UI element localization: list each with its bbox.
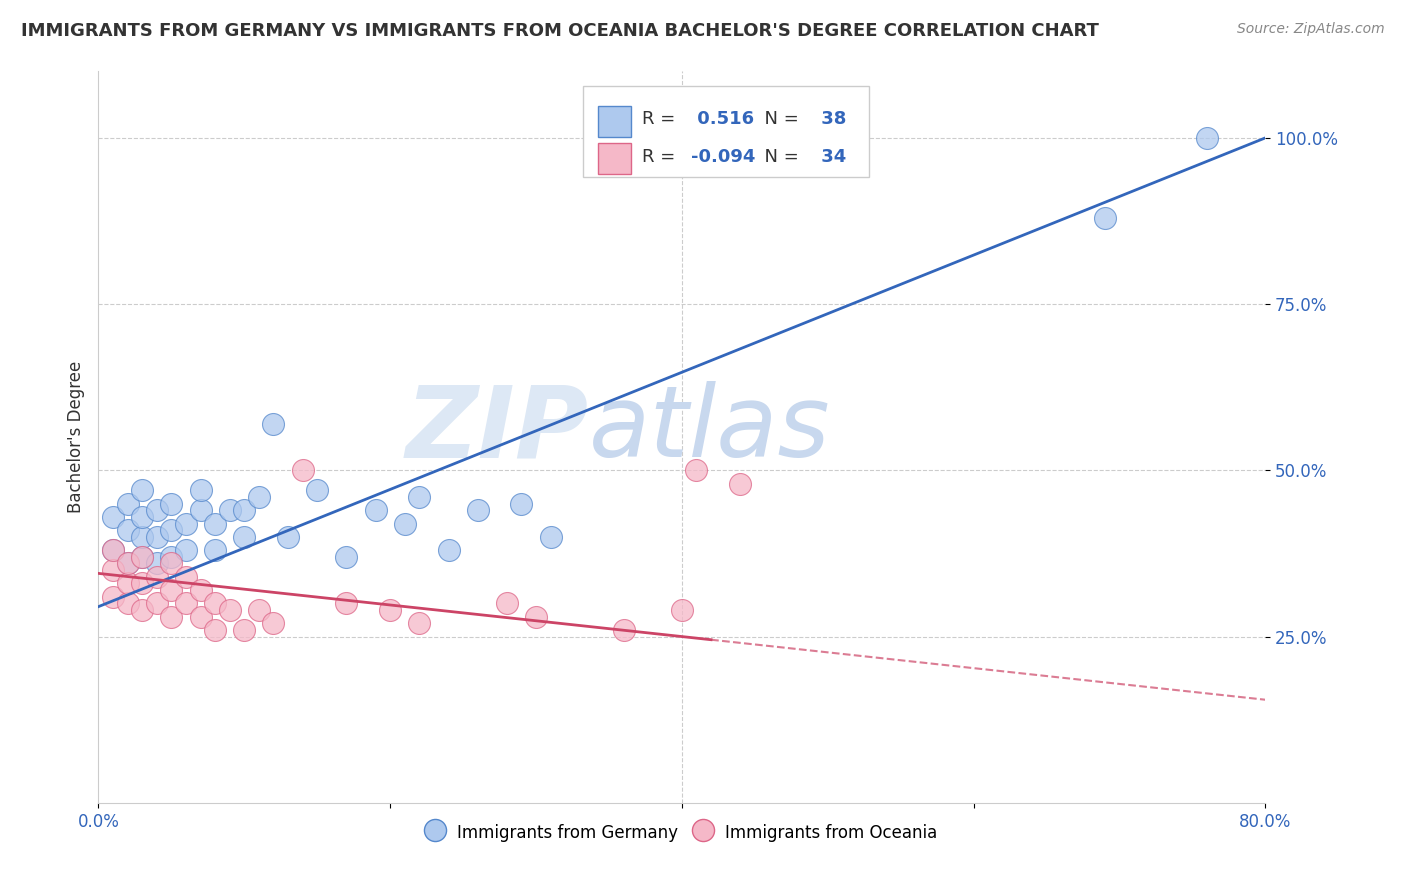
Point — [146, 530, 169, 544]
Point — [160, 549, 183, 564]
Point — [685, 463, 707, 477]
Text: ZIP: ZIP — [405, 381, 589, 478]
Point — [218, 503, 240, 517]
Point — [146, 596, 169, 610]
Point — [101, 590, 124, 604]
FancyBboxPatch shape — [598, 144, 630, 174]
Point — [131, 576, 153, 591]
Point — [540, 530, 562, 544]
Y-axis label: Bachelor's Degree: Bachelor's Degree — [66, 361, 84, 513]
Point — [364, 503, 387, 517]
Point — [146, 503, 169, 517]
Point — [394, 516, 416, 531]
Point — [204, 543, 226, 558]
Point — [160, 557, 183, 571]
Point — [131, 549, 153, 564]
Point — [190, 582, 212, 597]
Point — [131, 603, 153, 617]
Point — [247, 490, 270, 504]
Point — [467, 503, 489, 517]
Point — [190, 503, 212, 517]
Point — [160, 609, 183, 624]
Point — [117, 596, 139, 610]
Text: IMMIGRANTS FROM GERMANY VS IMMIGRANTS FROM OCEANIA BACHELOR'S DEGREE CORRELATION: IMMIGRANTS FROM GERMANY VS IMMIGRANTS FR… — [21, 22, 1099, 40]
Text: 34: 34 — [815, 148, 846, 166]
Text: Source: ZipAtlas.com: Source: ZipAtlas.com — [1237, 22, 1385, 37]
Point — [233, 530, 256, 544]
FancyBboxPatch shape — [598, 106, 630, 137]
Text: 38: 38 — [815, 110, 846, 128]
Point — [174, 543, 197, 558]
Point — [146, 570, 169, 584]
Point — [131, 549, 153, 564]
Text: R =: R = — [643, 148, 675, 166]
Point — [291, 463, 314, 477]
Point — [524, 609, 547, 624]
Point — [174, 596, 197, 610]
Point — [730, 476, 752, 491]
Point — [671, 603, 693, 617]
Point — [190, 483, 212, 498]
Point — [1195, 131, 1218, 145]
Legend: Immigrants from Germany, Immigrants from Oceania: Immigrants from Germany, Immigrants from… — [420, 815, 943, 849]
Point — [1094, 211, 1116, 225]
Point — [408, 490, 430, 504]
Point — [233, 503, 256, 517]
Point — [101, 509, 124, 524]
Point — [131, 509, 153, 524]
Point — [117, 576, 139, 591]
Point — [117, 497, 139, 511]
Point — [174, 570, 197, 584]
Point — [160, 582, 183, 597]
Point — [117, 523, 139, 537]
Point — [101, 563, 124, 577]
Point — [262, 616, 284, 631]
Point — [307, 483, 329, 498]
Point — [335, 596, 357, 610]
FancyBboxPatch shape — [582, 86, 869, 178]
Point — [131, 530, 153, 544]
Point — [247, 603, 270, 617]
Point — [117, 557, 139, 571]
Point — [117, 557, 139, 571]
Point — [204, 516, 226, 531]
Point — [160, 497, 183, 511]
Text: atlas: atlas — [589, 381, 830, 478]
Point — [204, 596, 226, 610]
Point — [190, 609, 212, 624]
Point — [160, 523, 183, 537]
Text: R =: R = — [643, 110, 675, 128]
Text: N =: N = — [754, 110, 799, 128]
Point — [233, 623, 256, 637]
Point — [496, 596, 519, 610]
Point — [510, 497, 533, 511]
Point — [131, 483, 153, 498]
Point — [218, 603, 240, 617]
Text: N =: N = — [754, 148, 799, 166]
Point — [612, 623, 634, 637]
Point — [174, 516, 197, 531]
Point — [262, 417, 284, 431]
Point — [277, 530, 299, 544]
Point — [101, 543, 124, 558]
Point — [101, 543, 124, 558]
Point — [380, 603, 402, 617]
Point — [204, 623, 226, 637]
Point — [408, 616, 430, 631]
Point — [146, 557, 169, 571]
Point — [335, 549, 357, 564]
Text: -0.094: -0.094 — [692, 148, 755, 166]
Text: 0.516: 0.516 — [692, 110, 755, 128]
Point — [437, 543, 460, 558]
